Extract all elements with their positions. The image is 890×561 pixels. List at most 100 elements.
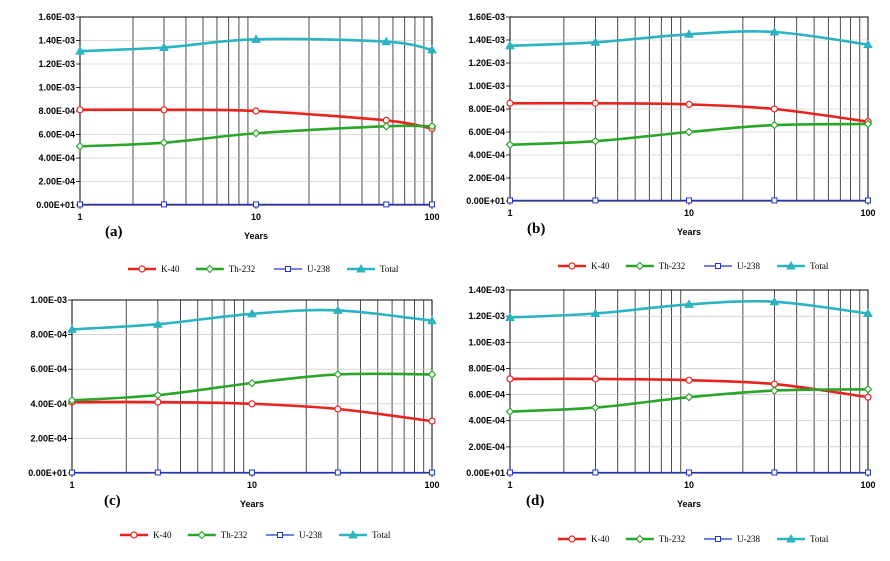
x-tick-label: 100 bbox=[860, 208, 875, 218]
legend-label-total: Total bbox=[380, 264, 399, 274]
legend-marker-th-232 bbox=[635, 261, 645, 271]
data-point-th-232 bbox=[863, 384, 873, 394]
y-tick-label: 6.00E-04 bbox=[468, 127, 505, 137]
y-tick-label: 4.00E-04 bbox=[468, 150, 505, 160]
x-tick-label: 1 bbox=[507, 208, 512, 218]
data-point-k-40 bbox=[252, 107, 260, 115]
legend-marker-u-238 bbox=[285, 266, 291, 272]
data-point-k-40 bbox=[591, 99, 600, 107]
legend: K-40 Th-232 U-238 Total bbox=[128, 263, 399, 274]
legend-marker-u-238 bbox=[715, 263, 721, 269]
data-point-total bbox=[505, 40, 515, 50]
data-point-u-238 bbox=[154, 469, 161, 476]
x-tick-label: 10 bbox=[684, 208, 694, 218]
data-point-k-40 bbox=[160, 106, 168, 114]
y-tick-label: 8.00E-04 bbox=[38, 106, 75, 116]
y-tick-label: 1.00E-03 bbox=[468, 81, 505, 91]
x-axis-label: Years bbox=[240, 499, 264, 509]
legend-marker-k-40 bbox=[138, 265, 146, 273]
y-tick-label: 0.00E+01 bbox=[466, 468, 505, 478]
data-point-k-40 bbox=[591, 375, 600, 383]
y-tick-label: 1.40E-03 bbox=[468, 285, 505, 295]
y-tick-label: 8.00E-04 bbox=[468, 104, 505, 114]
data-point-u-238 bbox=[865, 197, 871, 204]
y-tick-label: 1.00E-03 bbox=[468, 337, 505, 347]
data-point-th-232 bbox=[505, 407, 515, 416]
x-tick-label: 10 bbox=[684, 480, 694, 490]
data-point-u-238 bbox=[771, 197, 778, 204]
data-point-th-232 bbox=[247, 378, 257, 388]
legend-marker-u-238 bbox=[277, 532, 283, 538]
data-point-total bbox=[153, 319, 163, 328]
data-point-th-232 bbox=[333, 370, 343, 379]
legend: K-40 Th-232 U-238 Total bbox=[120, 529, 391, 540]
data-point-k-40 bbox=[506, 375, 514, 383]
data-point-th-232 bbox=[505, 140, 515, 149]
y-tick-label: 4.00E-04 bbox=[30, 399, 67, 409]
y-tick-label: 8.00E-04 bbox=[468, 363, 505, 373]
data-point-k-40 bbox=[334, 405, 342, 413]
data-point-total bbox=[863, 308, 873, 318]
data-point-total bbox=[381, 36, 392, 46]
data-point-th-232 bbox=[684, 392, 694, 402]
data-point-total bbox=[684, 29, 694, 38]
legend-marker-th-232 bbox=[205, 264, 215, 274]
panel-label: (b) bbox=[527, 221, 545, 237]
data-point-total bbox=[590, 37, 601, 46]
y-tick-label: 1.20E-03 bbox=[468, 58, 505, 68]
legend-label-u-238: U-238 bbox=[737, 534, 760, 544]
legend-label-total: Total bbox=[810, 534, 829, 544]
data-point-th-232 bbox=[427, 370, 437, 379]
x-axis-label: Years bbox=[677, 499, 701, 509]
data-point-th-232 bbox=[75, 141, 85, 151]
legend-marker-k-40 bbox=[568, 535, 576, 543]
data-point-u-238 bbox=[592, 197, 599, 204]
x-tick-label: 1 bbox=[507, 480, 512, 490]
legend-label-k-40: K-40 bbox=[161, 264, 180, 274]
data-point-k-40 bbox=[506, 99, 514, 107]
data-point-u-238 bbox=[249, 469, 255, 476]
y-tick-label: 8.00E-04 bbox=[30, 330, 67, 340]
data-point-k-40 bbox=[770, 380, 779, 388]
legend-label-u-238: U-238 bbox=[737, 261, 760, 271]
x-axis-label: Years bbox=[677, 227, 701, 237]
legend-marker-th-232 bbox=[197, 530, 207, 540]
legend: K-40 Th-232 U-238 Total bbox=[558, 260, 829, 271]
data-point-total bbox=[505, 312, 515, 321]
legend-marker-k-40 bbox=[568, 262, 576, 270]
y-tick-label: 6.00E-04 bbox=[30, 364, 67, 374]
legend-label-th-232: Th-232 bbox=[229, 264, 256, 274]
data-point-u-238 bbox=[507, 469, 513, 476]
data-point-th-232 bbox=[770, 386, 779, 395]
x-tick-label: 10 bbox=[251, 212, 261, 222]
legend-label-th-232: Th-232 bbox=[659, 261, 686, 271]
data-point-total bbox=[67, 324, 77, 333]
data-point-u-238 bbox=[383, 201, 390, 208]
legend-label-total: Total bbox=[810, 261, 829, 271]
data-point-th-232 bbox=[591, 403, 600, 412]
data-point-total bbox=[590, 308, 601, 318]
y-tick-label: 0.00E+01 bbox=[466, 196, 505, 206]
legend-label-u-238: U-238 bbox=[299, 530, 322, 540]
data-point-u-238 bbox=[253, 201, 259, 208]
x-tick-label: 1 bbox=[69, 480, 74, 490]
data-point-u-238 bbox=[334, 469, 341, 476]
data-point-th-232 bbox=[159, 138, 169, 148]
data-point-th-232 bbox=[684, 127, 694, 137]
y-tick-label: 1.00E-03 bbox=[38, 83, 75, 93]
y-tick-label: 1.20E-03 bbox=[468, 311, 505, 321]
chart-panel-b: 0.00E+01 2.00E-04 4.00E-04 6.00E-04 8.00E-04… bbox=[466, 12, 875, 271]
data-point-total bbox=[75, 46, 85, 55]
data-point-u-238 bbox=[865, 469, 871, 476]
legend-marker-th-232 bbox=[635, 534, 645, 544]
y-tick-label: 1.40E-03 bbox=[468, 35, 505, 45]
legend-label-k-40: K-40 bbox=[591, 534, 610, 544]
panel-label: (d) bbox=[526, 493, 544, 509]
data-point-k-40 bbox=[154, 398, 162, 406]
data-point-total bbox=[427, 44, 437, 54]
legend-label-th-232: Th-232 bbox=[221, 530, 248, 540]
legend-label-u-238: U-238 bbox=[307, 264, 330, 274]
data-point-th-232 bbox=[67, 395, 77, 405]
y-tick-label: 2.00E-04 bbox=[468, 442, 505, 452]
data-point-total bbox=[427, 315, 437, 325]
